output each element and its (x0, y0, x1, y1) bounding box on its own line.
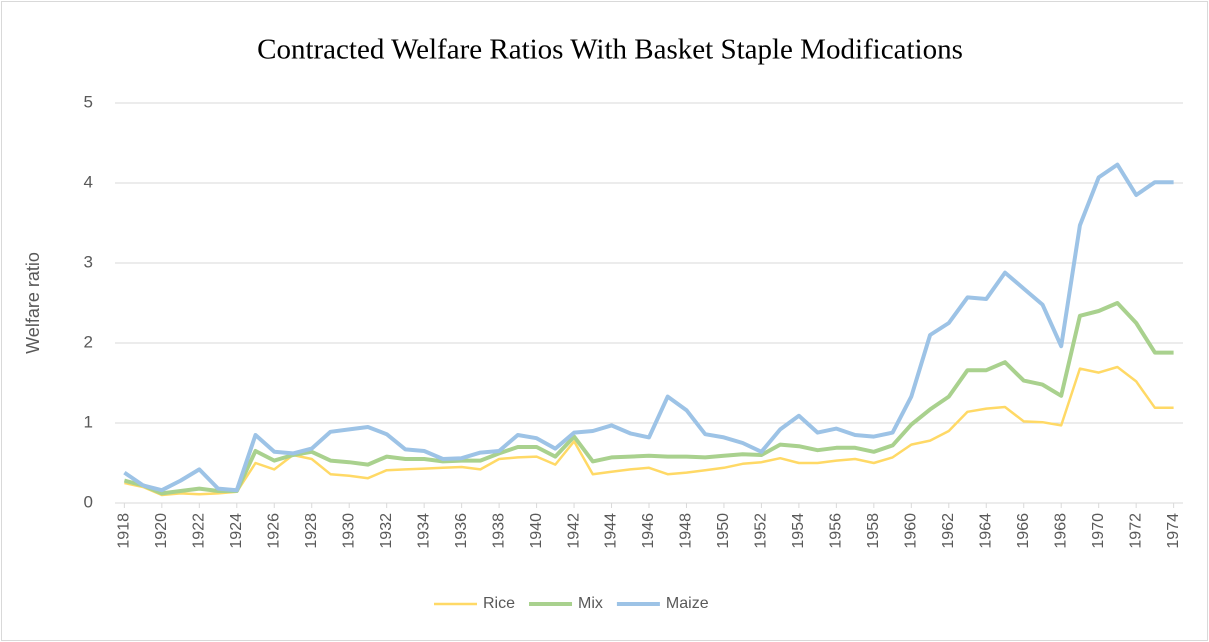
legend-label: Rice (483, 595, 515, 612)
x-tick-label: 1972 (1127, 513, 1144, 549)
x-tick-label: 1944 (603, 513, 620, 549)
x-tick-label: 1936 (453, 513, 470, 549)
x-tick-label: 1974 (1165, 513, 1182, 549)
x-tick-label: 1918 (116, 513, 133, 549)
y-tick-label: 1 (84, 412, 93, 431)
x-tick-label: 1966 (1015, 513, 1032, 549)
x-tick-label: 1948 (678, 513, 695, 549)
y-tick-label: 5 (84, 92, 93, 111)
x-tick-label: 1970 (1090, 513, 1107, 549)
x-tick-label: 1930 (340, 513, 357, 549)
x-tick-label: 1932 (378, 513, 395, 549)
x-tick-label: 1928 (303, 513, 320, 549)
x-tick-label: 1924 (228, 513, 245, 549)
x-tick-label: 1958 (865, 513, 882, 549)
legend-label: Maize (666, 595, 709, 612)
x-tick-label: 1940 (528, 513, 545, 549)
x-tick-label: 1962 (940, 513, 957, 549)
x-tick-label: 1964 (977, 513, 994, 549)
x-tick-label: 1968 (1052, 513, 1069, 549)
chart-title: Contracted Welfare Ratios With Basket St… (257, 34, 963, 66)
y-tick-label: 3 (84, 252, 93, 271)
series-line (124, 365, 1174, 497)
x-tick-label: 1942 (565, 513, 582, 549)
y-axis-label: Welfare ratio (23, 252, 43, 354)
x-tick-label: 1926 (265, 513, 282, 549)
x-tick-label: 1938 (490, 513, 507, 549)
series-line (123, 301, 1174, 496)
x-tick-label: 1960 (903, 513, 920, 549)
x-tick-label: 1952 (753, 513, 770, 549)
y-tick-label: 0 (84, 492, 93, 511)
x-tick-label: 1922 (191, 513, 208, 549)
series-line (123, 162, 1174, 493)
x-tick-label: 1956 (828, 513, 845, 549)
x-tick-label: 1920 (153, 513, 170, 549)
y-tick-label: 4 (84, 172, 93, 191)
x-tick-label: 1950 (715, 513, 732, 549)
y-tick-label: 2 (84, 332, 93, 351)
x-tick-label: 1946 (640, 513, 657, 549)
x-tick-label: 1934 (415, 513, 432, 549)
x-tick-label: 1954 (790, 513, 807, 549)
legend-label: Mix (578, 595, 603, 612)
